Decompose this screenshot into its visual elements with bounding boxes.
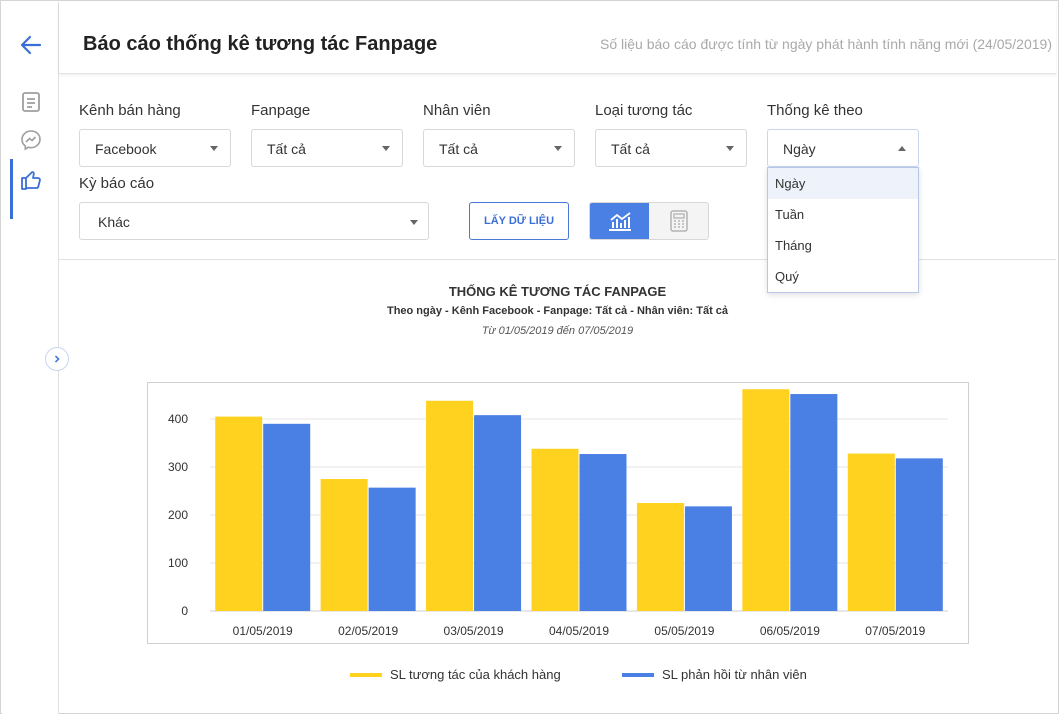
caret-down-icon <box>726 146 734 151</box>
employee-label: Nhân viên <box>423 102 491 119</box>
fanpage-select[interactable]: Tất cả <box>251 129 403 167</box>
y-tick-label: 100 <box>168 556 188 570</box>
bar-customer <box>426 400 474 611</box>
back-button[interactable] <box>2 26 59 64</box>
like-icon <box>20 171 41 190</box>
caret-down-icon <box>210 146 218 151</box>
bar-chart-canvas: 0 100 200 300 400 01/05/2019 02/05/2019 03/05/2… <box>168 389 948 638</box>
dropdown-option-quarter[interactable]: Quý <box>775 269 799 284</box>
bar-employee <box>474 415 522 611</box>
bar-chart: 0 100 200 300 400 01/05/2019 02/05/2019 03/05/2… <box>147 382 969 644</box>
bar-employee <box>895 458 943 611</box>
bar-employee <box>263 423 311 611</box>
chevron-right-icon <box>54 355 60 363</box>
group-by-dropdown: Ngày Tuần Tháng Quý <box>767 167 919 293</box>
period-label: Kỳ báo cáo <box>79 175 155 192</box>
y-tick-label: 300 <box>168 460 188 474</box>
legend-item-employee: SL phản hồi từ nhân viên <box>622 667 807 682</box>
bar-customer <box>742 389 790 611</box>
legend-label: SL tương tác của khách hàng <box>390 667 561 682</box>
period-select[interactable]: Khác <box>79 202 429 240</box>
x-tick-label: 02/05/2019 <box>338 624 398 638</box>
document-icon <box>21 92 40 112</box>
channel-value: Facebook <box>95 141 157 157</box>
bar-customer <box>320 479 368 611</box>
period-value: Khác <box>98 214 130 230</box>
bar-employee <box>579 454 627 611</box>
messenger-icon <box>20 130 41 151</box>
bar-customer <box>847 453 895 611</box>
channel-label: Kênh bán hàng <box>79 102 181 119</box>
x-tick-label: 07/05/2019 <box>865 624 925 638</box>
view-toggle <box>589 202 709 240</box>
back-arrow-icon <box>20 35 41 55</box>
bar-customer <box>215 416 263 611</box>
channel-select[interactable]: Facebook <box>79 129 231 167</box>
x-tick-label: 06/05/2019 <box>760 624 820 638</box>
group-by-label: Thống kê theo <box>767 102 863 119</box>
dropdown-option-week[interactable]: Tuần <box>775 207 805 222</box>
sidebar-item-messages[interactable] <box>2 121 59 159</box>
chart-icon <box>608 212 631 231</box>
page-title: Báo cáo thống kê tương tác Fanpage <box>83 33 438 55</box>
fanpage-value: Tất cả <box>267 141 306 157</box>
legend-item-customer: SL tương tác của khách hàng <box>350 667 561 682</box>
legend-swatch-blue <box>622 672 654 677</box>
page-header: Báo cáo thống kê tương tác Fanpage Số li… <box>59 2 1056 74</box>
interaction-type-select[interactable]: Tất cả <box>595 129 747 167</box>
dropdown-option-month[interactable]: Tháng <box>775 238 812 253</box>
fetch-data-button[interactable]: LẤY DỮ LIỆU <box>469 202 569 240</box>
section-divider <box>59 259 1056 260</box>
caret-down-icon <box>554 146 562 151</box>
chart-title: THỐNG KÊ TƯƠNG TÁC FANPAGE <box>448 284 667 299</box>
interaction-type-value: Tất cả <box>611 141 650 157</box>
caret-up-icon <box>898 146 906 151</box>
sidebar-item-orders[interactable] <box>2 83 59 121</box>
y-tick-label: 400 <box>168 412 188 426</box>
x-tick-label: 01/05/2019 <box>233 624 293 638</box>
bar-employee <box>684 506 732 611</box>
group-by-select[interactable]: Ngày <box>767 129 919 167</box>
y-tick-label: 200 <box>168 508 188 522</box>
x-tick-label: 05/05/2019 <box>654 624 714 638</box>
x-tick-label: 03/05/2019 <box>444 624 504 638</box>
caret-down-icon <box>410 220 418 225</box>
chart-subtitle: Theo ngày - Kênh Facebook - Fanpage: Tất… <box>386 305 729 317</box>
group-by-value: Ngày <box>783 141 816 157</box>
chart-view-button[interactable] <box>590 203 649 239</box>
bar-employee <box>790 394 838 611</box>
bar-customer <box>636 503 684 611</box>
header-note: Số liệu báo cáo được tính từ ngày phát h… <box>600 36 1052 52</box>
legend-label: SL phản hồi từ nhân viên <box>662 667 807 682</box>
dropdown-option-day[interactable]: Ngày <box>768 168 918 199</box>
expand-sidebar-button[interactable] <box>45 347 69 371</box>
bar-customer <box>531 448 579 611</box>
bar-employee <box>368 487 416 611</box>
sidebar-item-interactions[interactable] <box>2 159 59 219</box>
employee-select[interactable]: Tất cả <box>423 129 575 167</box>
caret-down-icon <box>382 146 390 151</box>
legend-swatch-yellow <box>350 672 382 677</box>
interaction-type-label: Loại tương tác <box>595 102 693 119</box>
calculator-icon <box>669 210 688 232</box>
y-tick-label: 0 <box>181 604 188 618</box>
fanpage-label: Fanpage <box>251 102 311 119</box>
table-view-button[interactable] <box>649 203 708 239</box>
employee-value: Tất cả <box>439 141 478 157</box>
chart-date-range: Từ 01/05/2019 đến 07/05/2019 <box>481 325 634 337</box>
x-tick-label: 04/05/2019 <box>549 624 609 638</box>
